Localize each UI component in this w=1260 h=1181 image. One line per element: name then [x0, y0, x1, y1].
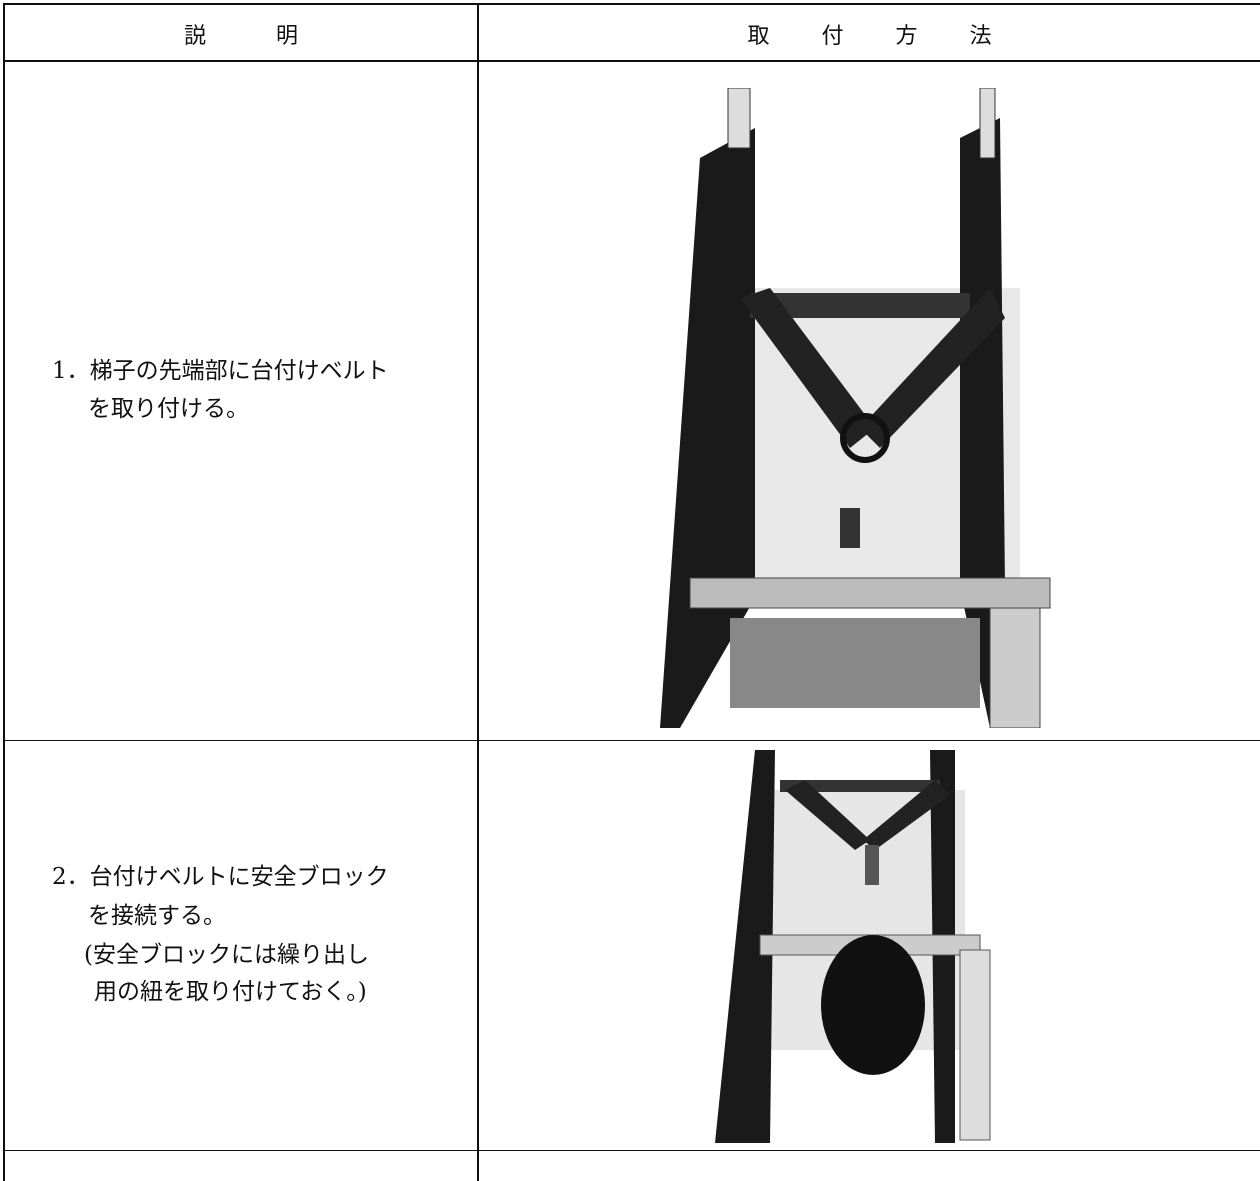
description-line: 2．台付けベルトに安全ブロック [52, 864, 389, 890]
row-rule [3, 1150, 1260, 1151]
description-line: を接続する。 [88, 903, 226, 929]
photo [660, 88, 1065, 728]
row-rule [3, 740, 1260, 741]
column-divider [477, 3, 479, 1181]
table-border-top [3, 3, 1260, 5]
description-line: を取り付ける。 [88, 396, 249, 422]
header-cell: 説明 [183, 24, 368, 49]
description-line: 1．梯子の先端部に台付けベルト [52, 358, 389, 384]
description-line: (安全ブロックには繰り出し [84, 942, 369, 968]
photo [715, 750, 1005, 1143]
description-line: 用の紐を取り付けておく。) [94, 979, 367, 1005]
header-cell: 取付方法 [747, 24, 1044, 49]
table-border-left [3, 3, 5, 1181]
header-rule [3, 60, 1260, 62]
